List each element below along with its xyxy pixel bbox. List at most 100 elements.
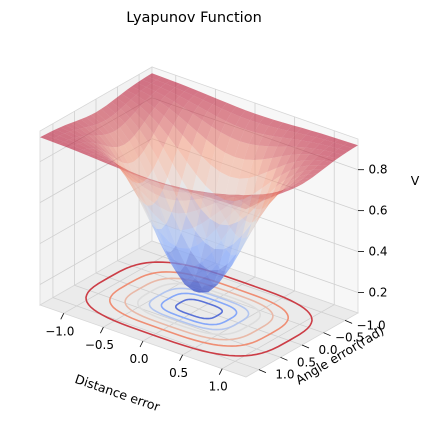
surface-facet (154, 101, 170, 116)
surface-facet (305, 142, 320, 149)
surface-facet (142, 177, 158, 206)
surface-facet (266, 175, 281, 197)
surface-facet (135, 106, 150, 122)
surface-facet (159, 96, 175, 109)
surface-facet (141, 87, 156, 96)
surface-facet (58, 141, 74, 148)
surface-facet (178, 107, 193, 124)
x-tick-label: 0.0 (129, 352, 148, 366)
surface-facet (89, 135, 104, 146)
surface-facet (172, 148, 187, 180)
surface-facet (309, 148, 324, 155)
surface-facet (251, 196, 267, 224)
surface-facet (120, 104, 136, 118)
surface-facet (101, 105, 116, 118)
contour-line (85, 261, 313, 357)
surface-facet (155, 87, 170, 97)
surface-facet (202, 111, 217, 127)
surface-facet (158, 147, 173, 178)
surface-facet (88, 142, 103, 151)
surface-facet (188, 95, 204, 107)
surface-facet (292, 181, 308, 186)
surface-facet (119, 123, 135, 141)
surface-facet (258, 134, 273, 147)
surface-facet (111, 97, 126, 109)
surface-facet (221, 102, 237, 113)
surface-facet (190, 231, 205, 264)
surface-facet (204, 270, 219, 286)
surface-facet (246, 210, 262, 239)
surface-facet (242, 205, 257, 235)
surface-facet (78, 142, 93, 149)
surface-facet (338, 145, 353, 152)
surface-facet (169, 101, 184, 116)
surface-facet (272, 128, 288, 138)
surface-facet (227, 234, 243, 264)
surface-facet (91, 153, 107, 159)
surface-facet (108, 153, 123, 172)
contour-line (108, 271, 290, 347)
surface-facet (259, 116, 274, 126)
surface-facet (306, 130, 321, 138)
surface-facet (196, 156, 211, 186)
contour-line (124, 277, 274, 341)
y-tick-mark (323, 332, 331, 337)
surface-facet (333, 148, 348, 155)
surface-facet (189, 278, 205, 293)
surface-facet (96, 158, 111, 163)
gridline-y-floor (95, 272, 303, 346)
surface-facet (277, 137, 292, 147)
surface-facet (113, 157, 128, 177)
surface-facet (271, 164, 286, 182)
surface-facet (283, 182, 298, 190)
surface-facet (221, 121, 236, 138)
surface-facet (318, 150, 334, 157)
surface-facet (82, 148, 97, 154)
surface-facet (290, 146, 306, 155)
surface-facet (279, 182, 294, 194)
surface-facet (313, 154, 329, 161)
contour-line (137, 282, 262, 336)
surface-facet (115, 108, 130, 124)
x-tick-mark (60, 313, 65, 320)
surface-facet (244, 143, 259, 160)
surface-facet (138, 151, 153, 178)
surface-facet (267, 156, 282, 172)
surface-facet (143, 143, 159, 170)
surface-facet (272, 146, 287, 158)
surface-facet (343, 142, 358, 149)
z-tick-label: 0.2 (368, 286, 387, 300)
z-tick-label: 0.8 (368, 163, 387, 177)
surface-facet (205, 165, 221, 195)
surface-facet (140, 101, 155, 115)
surface-facet (99, 134, 114, 148)
surface-facet (90, 124, 105, 136)
surface-facet (212, 99, 227, 109)
surface-facet (60, 125, 75, 132)
surface-facet (248, 159, 263, 179)
surface-facet (252, 172, 267, 195)
surface-facet (149, 107, 164, 125)
surface-facet (263, 126, 278, 137)
surface-facet (186, 195, 201, 232)
surface-facet (229, 157, 244, 179)
surface-facet (197, 120, 212, 140)
surface-facet (218, 244, 233, 270)
surface-facet (40, 134, 55, 141)
surface-facet (187, 113, 203, 132)
surface-facet (199, 242, 215, 271)
surface-facet (200, 186, 216, 219)
y-tick-label: 1.0 (275, 368, 294, 382)
surface-facet (118, 160, 133, 182)
surface-facet (275, 170, 290, 188)
surface-facet (253, 145, 268, 160)
surface-facet (124, 117, 140, 136)
contour-line (148, 287, 250, 331)
surface-facet (304, 154, 319, 161)
surface-facet (123, 162, 138, 184)
surface-facet (184, 284, 199, 293)
surface-facet (265, 188, 280, 209)
surface-facet (73, 143, 88, 150)
surface-facet (64, 131, 80, 138)
surface-facet (69, 130, 85, 137)
